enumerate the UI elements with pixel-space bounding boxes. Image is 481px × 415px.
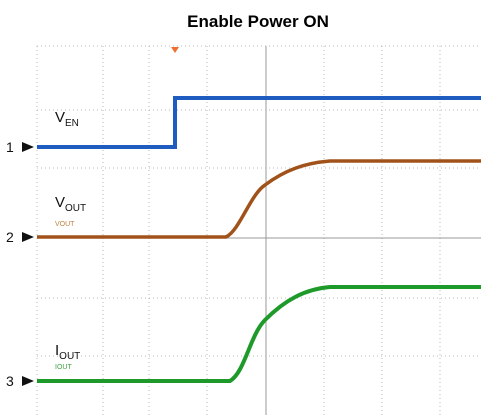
- label-vout: VOUT: [55, 194, 86, 214]
- channel-marker: 3: [6, 373, 14, 389]
- label-iout: IOUT: [55, 342, 80, 362]
- channel-marker: 2: [6, 229, 14, 245]
- trace-en: [37, 96, 481, 149]
- trace-vout: [37, 159, 481, 239]
- tag-vout: VOUT: [55, 221, 75, 228]
- label-en: VEN: [55, 109, 79, 129]
- tag-iout: IOUT: [55, 364, 72, 371]
- graticule: [36, 45, 481, 415]
- title: Enable Power ON: [187, 12, 329, 31]
- channel-marker: 1: [6, 139, 14, 155]
- trace-iout: [37, 285, 481, 383]
